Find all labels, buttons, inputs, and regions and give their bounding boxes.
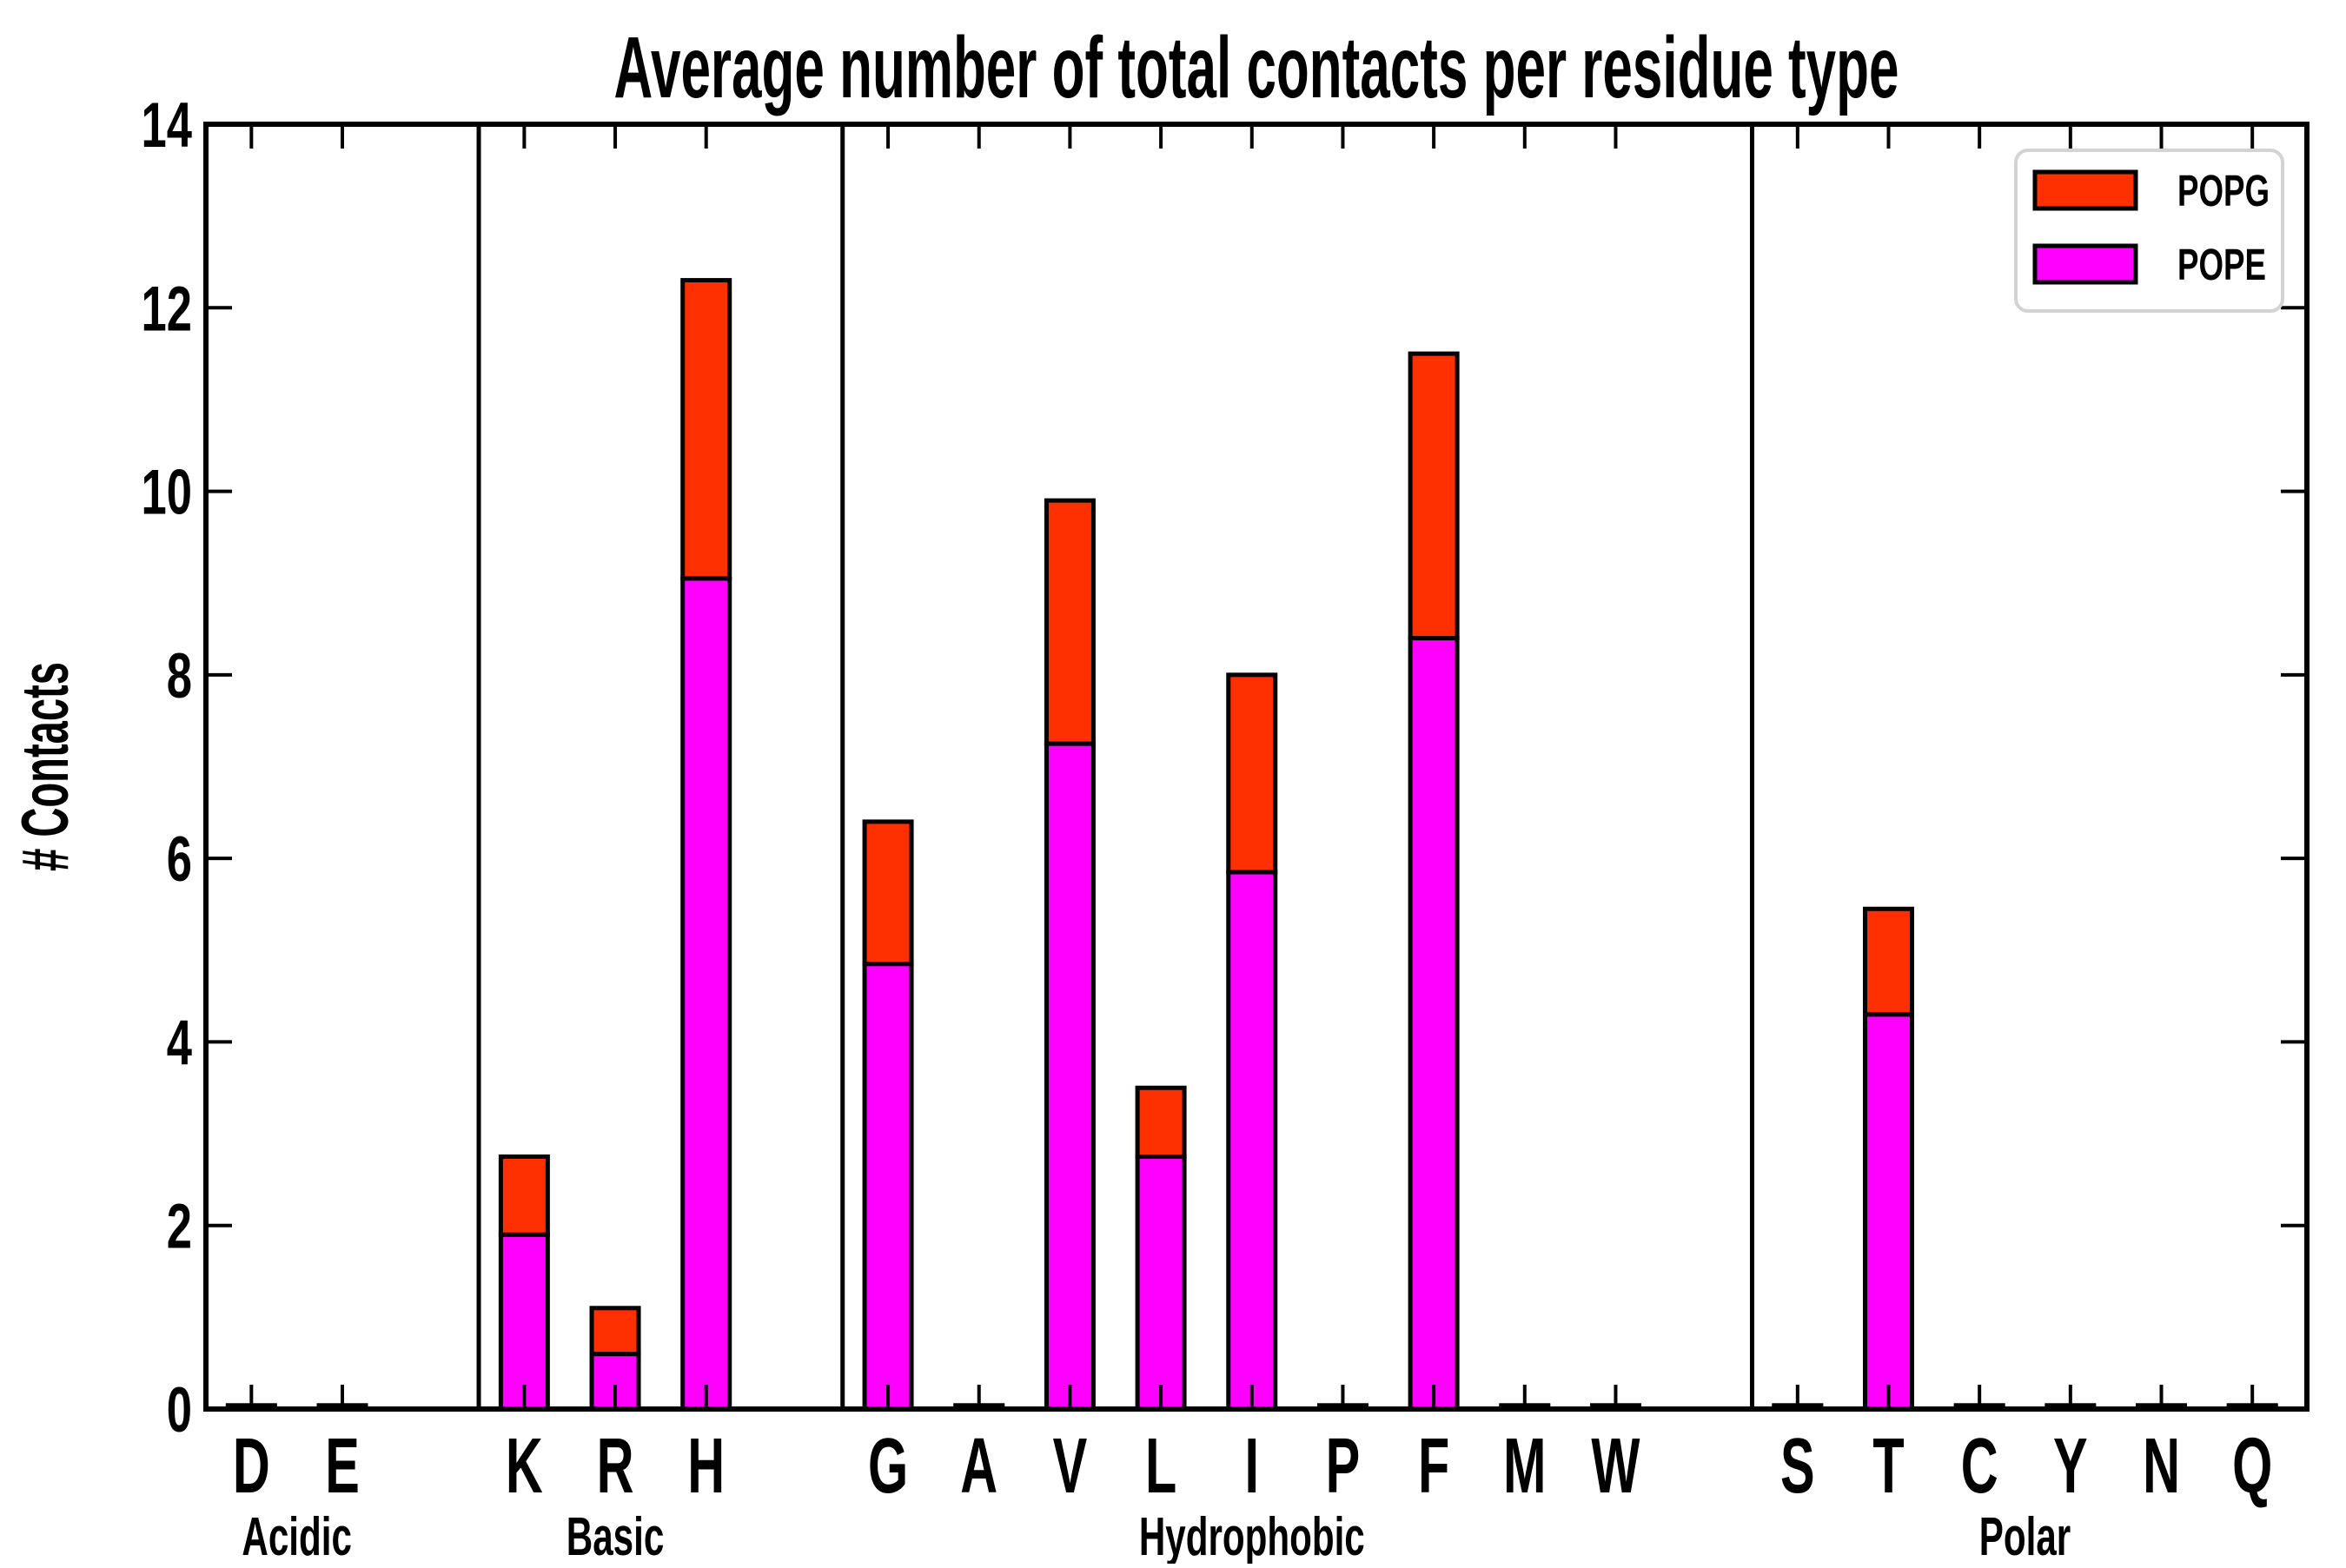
x-tick-label-W: W [1591,1423,1640,1510]
x-tick-label-T: T [1872,1423,1904,1510]
x-tick-label-A: A [960,1423,997,1510]
x-tick-label-E: E [325,1423,360,1510]
y-tick-label-14: 14 [142,90,193,161]
x-tick-label-I: I [1245,1423,1260,1510]
bar-L-pope [1135,1154,1187,1412]
x-tick-label-K: K [506,1423,543,1510]
y-tick-label-2: 2 [167,1191,192,1261]
x-tick-label-R: R [597,1423,634,1510]
x-tick-label-S: S [1780,1423,1815,1510]
group-label-hydrophobic: Hydrophobic [1139,1507,1365,1564]
y-axis-label: # Contacts [10,662,83,871]
bar-K-pope [498,1232,550,1412]
x-tick-label-G: G [868,1423,908,1510]
x-tick-label-D: D [233,1423,270,1510]
bar-T-popg [1862,906,1914,1017]
y-tick-label-6: 6 [167,824,192,895]
x-tick-label-H: H [687,1423,725,1510]
bar-V-pope [1044,741,1096,1412]
y-tick-label-12: 12 [142,274,192,344]
plot-border [203,122,2310,1412]
bar-F-popg [1408,351,1460,641]
x-tick-label-N: N [2143,1423,2180,1510]
bar-H-pope [680,576,732,1412]
bar-I-pope [1226,870,1278,1412]
bar-G-popg [862,819,914,967]
x-tick-label-Y: Y [2053,1423,2088,1510]
bar-K-popg [498,1154,550,1237]
chart-title: Average number of total contacts per res… [614,19,1899,116]
bar-H-popg [680,278,732,581]
y-tick-label-4: 4 [167,1008,193,1078]
x-tick-label-P: P [1326,1423,1361,1510]
bar-R-popg [589,1306,641,1357]
x-tick-label-C: C [1961,1423,1998,1510]
x-tick-label-L: L [1145,1423,1176,1510]
legend-label-pope: POPE [2177,241,2266,289]
legend-swatch-pope [2032,243,2138,285]
bar-I-popg [1226,672,1278,875]
y-tick-label-8: 8 [167,640,192,711]
group-label-acidic: Acidic [242,1507,351,1564]
legend-label-popg: POPG [2177,167,2270,215]
x-tick-label-V: V [1053,1423,1088,1510]
y-tick-label-10: 10 [142,457,192,527]
group-label-polar: Polar [1979,1507,2071,1564]
bar-L-popg [1135,1085,1187,1159]
x-tick-label-F: F [1418,1423,1449,1510]
y-tick-label-0: 0 [167,1375,192,1446]
group-label-basic: Basic [567,1507,664,1564]
x-tick-label-M: M [1503,1423,1546,1510]
bar-V-popg [1044,498,1096,746]
bar-G-pope [862,962,914,1412]
bar-F-pope [1408,636,1460,1412]
bar-T-pope [1862,1012,1914,1412]
legend-swatch-popg [2032,169,2138,211]
x-tick-label-Q: Q [2232,1423,2272,1510]
